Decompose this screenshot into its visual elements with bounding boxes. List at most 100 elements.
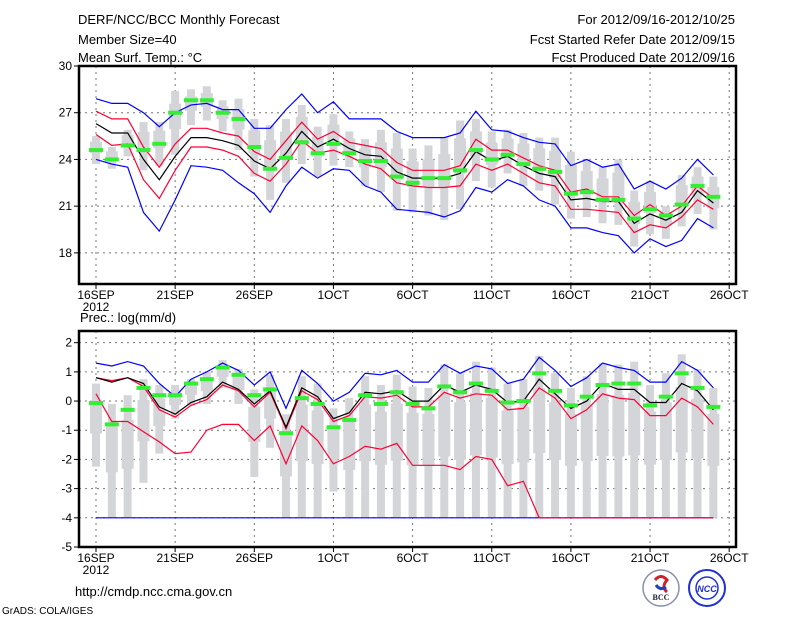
x-tick-label: 21OCT [631, 288, 670, 302]
ensemble-interquartile-box [501, 138, 514, 157]
observed-marker [373, 401, 388, 406]
observed-marker [104, 157, 119, 162]
produced-date: Fcst Produced Date 2012/09/16 [551, 50, 735, 65]
ensemble-interquartile-box [137, 399, 150, 442]
y-tick-label: 27 [59, 106, 73, 120]
ensemble-interquartile-box [390, 148, 403, 180]
observed-marker [437, 384, 452, 389]
observed-marker [658, 213, 673, 218]
ensemble-interquartile-box [485, 142, 498, 166]
observed-marker [643, 403, 658, 408]
observed-marker [263, 166, 278, 171]
observed-marker [674, 202, 689, 207]
observed-marker [278, 155, 293, 160]
ensemble-interquartile-box [612, 172, 625, 199]
ensemble-interquartile-box [184, 384, 197, 395]
ensemble-interquartile-box [422, 159, 435, 188]
ensemble-interquartile-box [469, 392, 482, 456]
ensemble-interquartile-box [137, 131, 150, 152]
observed-marker [548, 169, 563, 174]
observed-marker [294, 396, 309, 401]
figure-title: DERF/NCC/BCC Monthly Forecast [78, 12, 280, 27]
observed-marker [595, 383, 610, 387]
x-tick-label: 1OCT [317, 288, 350, 302]
observed-marker [168, 393, 183, 398]
x-year-label: 2012 [83, 300, 110, 314]
upper-spread-line [95, 110, 714, 217]
observed-marker [453, 390, 468, 395]
ensemble-interquartile-box [580, 404, 593, 462]
observed-marker [658, 394, 673, 399]
observed-marker [548, 388, 563, 393]
observed-marker [231, 116, 246, 121]
observed-marker [453, 168, 468, 173]
precipitation-panel-title: Prec.: log(mm/d) [80, 310, 176, 325]
ensemble-interquartile-box [390, 403, 403, 461]
observed-marker [89, 148, 103, 153]
member-size-label: Member Size=40 [78, 32, 177, 47]
ensemble-interquartile-box [169, 103, 182, 130]
observed-marker [421, 406, 436, 411]
observed-marker [500, 400, 515, 405]
y-tick-label: -2 [61, 452, 72, 466]
observed-marker [342, 151, 357, 156]
observed-marker [484, 388, 499, 393]
ensemble-mean-line [95, 377, 714, 429]
ensemble-interquartile-box [279, 434, 292, 477]
y-tick-label: 24 [59, 152, 73, 166]
observed-marker [389, 390, 404, 395]
ensemble-interquartile-box [438, 395, 451, 457]
y-tick-label: 0 [65, 394, 72, 408]
observed-marker [199, 377, 214, 382]
observed-marker [104, 422, 119, 427]
ensemble-mean-line [95, 123, 714, 225]
ncc-logo: NCC [688, 569, 726, 607]
temperature-panel-title: Mean Surf. Temp.: °C [78, 50, 202, 65]
observed-marker [563, 191, 578, 196]
upper-bound-line [95, 356, 714, 410]
upper-spread-line [95, 377, 714, 431]
observed-marker [690, 183, 705, 188]
source-url[interactable]: http://cmdp.ncc.cma.gov.cn [75, 584, 232, 599]
ensemble-interquartile-box [90, 141, 102, 153]
y-tick-label: -4 [61, 511, 72, 525]
observed-marker [215, 110, 230, 115]
bcc-logo: BCC [642, 569, 680, 607]
x-tick-label: 16SEP [77, 288, 114, 302]
observed-marker [706, 194, 721, 199]
observed-marker [342, 418, 357, 423]
observed-marker [437, 176, 452, 181]
ensemble-interquartile-box [90, 400, 102, 434]
plot-frame [77, 64, 738, 286]
ensemble-interquartile-box [580, 170, 593, 194]
ensemble-interquartile-box [422, 413, 435, 466]
x-tick-label: 26OCT [710, 288, 749, 302]
ensemble-interquartile-box [121, 135, 134, 146]
ensemble-interquartile-box [517, 143, 530, 165]
start-date: Fcst Started Refer Date 2012/09/15 [530, 32, 735, 47]
lower-spread-line [95, 393, 714, 519]
x-tick-label: 26OCT [710, 551, 749, 565]
observed-marker [310, 401, 325, 406]
observed-marker [468, 381, 483, 386]
ensemble-interquartile-box [485, 397, 498, 458]
observed-marker [627, 381, 642, 386]
observed-marker [278, 431, 293, 436]
ensemble-interquartile-box [327, 124, 340, 146]
observed-marker [152, 393, 167, 398]
temperature-panel: 16SEP 21SEP 26SEP 1OCT 6OCT 11OCT 16OCT 21OCT 26… [59, 59, 750, 314]
ensemble-interquartile-box [675, 387, 688, 453]
observed-marker [389, 174, 404, 179]
observed-marker [326, 425, 341, 430]
ensemble-interquartile-box [105, 151, 118, 161]
y-tick-label: 18 [59, 246, 73, 260]
ensemble-interquartile-box [454, 402, 467, 461]
observed-marker [405, 180, 420, 185]
x-year-label: 2012 [83, 563, 110, 577]
ensemble-interquartile-box [295, 404, 308, 462]
observed-marker [579, 394, 594, 399]
x-tick-label: 16OCT [552, 551, 591, 565]
observed-marker [120, 143, 135, 148]
ensemble-interquartile-box [406, 161, 419, 187]
observed-marker [358, 158, 373, 163]
